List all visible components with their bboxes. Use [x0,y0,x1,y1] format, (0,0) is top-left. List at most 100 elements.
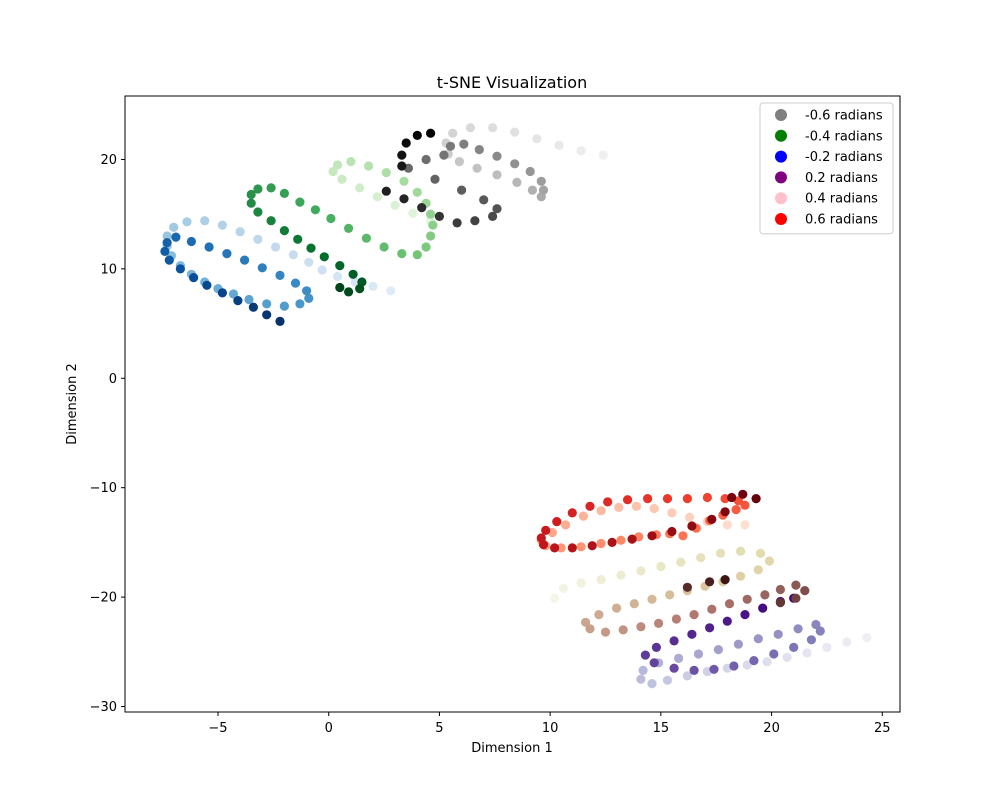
scatter-point [472,163,482,173]
scatter-point [696,553,706,563]
scatter-point [567,508,577,518]
scatter-point [815,626,825,636]
scatter-point [222,249,232,259]
scatter-point [651,642,662,653]
scatter-point [793,624,803,634]
scatter-point [381,168,391,178]
scatter-point [567,543,577,553]
scatter-point [682,671,693,681]
scatter-point [448,128,458,138]
scatter-point [355,183,365,193]
scatter-point [235,227,245,237]
scatter-point [649,503,659,514]
scatter-point [510,159,520,169]
y-tick-label: −30 [90,700,117,715]
scatter-point [791,593,801,603]
scatter-point [596,538,606,549]
scatter-point [647,594,657,604]
scatter-point [348,269,358,279]
scatter-point [811,619,821,630]
legend-label: -0.6 radians [805,109,883,124]
legend-marker [775,109,787,121]
scatter-point [257,263,267,273]
legend-label: 0.4 radians [805,192,878,207]
legend-box [759,102,894,235]
scatter-point [647,531,657,541]
x-tick-label: 25 [874,721,891,736]
scatter-point [295,197,305,207]
scatter-point [674,653,684,664]
scatter-point [662,675,673,685]
scatter-point [554,140,564,150]
scatter-point [740,610,750,620]
scatter-point [682,494,693,504]
scatter-point [399,194,409,204]
scatter-point [275,316,285,326]
scatter-point [527,185,538,195]
scatter-point [600,627,611,637]
scatter-point [740,520,750,530]
scatter-point [397,161,407,171]
scatter-point [474,145,484,155]
scatter-point [687,521,697,531]
scatter-point [162,231,172,241]
scatter-point [552,517,562,527]
scatter-point [204,242,214,252]
scatter-point [738,489,748,499]
scatter-point [228,289,239,299]
scatter-point [636,566,646,576]
x-tick-label: 5 [435,721,443,736]
scatter-point [713,645,724,655]
points-layer [160,123,872,689]
scatter-point [594,610,604,620]
scatter-point [492,170,502,180]
scatter-point [822,642,832,653]
scatter-point [769,649,779,659]
scatter-point [390,200,400,210]
scatter-point [295,299,305,309]
scatter-point [550,543,560,553]
scatter-point [558,583,569,594]
scatter-point [722,616,732,626]
scatter-point [310,205,320,215]
scatter-point [742,594,752,604]
x-tick-label: 15 [653,721,670,736]
scatter-point [189,273,199,283]
legend-marker [775,129,787,142]
scatter-point [578,511,589,521]
scatter-point [614,502,624,512]
scatter-point [789,642,799,653]
legend-label: 0.6 radians [805,213,878,228]
scatter-point [512,177,522,187]
scatter-point [364,161,374,171]
scatter-point [736,571,746,581]
scatter-point [417,203,427,213]
scatter-point [412,187,422,197]
scatter-point [200,216,210,226]
scatter-point [576,578,586,588]
chart-title: t-SNE Visualization [437,73,587,92]
scatter-point [266,183,276,193]
scatter-point [335,261,345,271]
scatter-point [279,226,289,236]
scatter-point [355,284,365,294]
scatter-point [293,234,303,244]
scatter-point [782,652,792,662]
scatter-point [647,679,657,689]
scatter-point [186,236,196,247]
scatter-point [636,622,646,632]
scatter-point [662,494,673,504]
scatter-point [742,660,752,670]
scatter-point [479,195,489,205]
legend-marker [775,171,787,184]
scatter-point [753,634,763,644]
scatter-point [596,506,606,516]
scatter-point [705,623,715,633]
scatter-point [682,582,693,592]
y-axis: −30 −20 −10 0 10 20 [90,153,125,715]
scatter-point [598,150,608,160]
scatter-point [175,264,185,274]
scatter-point [379,242,389,252]
y-tick-label: −10 [90,481,117,496]
